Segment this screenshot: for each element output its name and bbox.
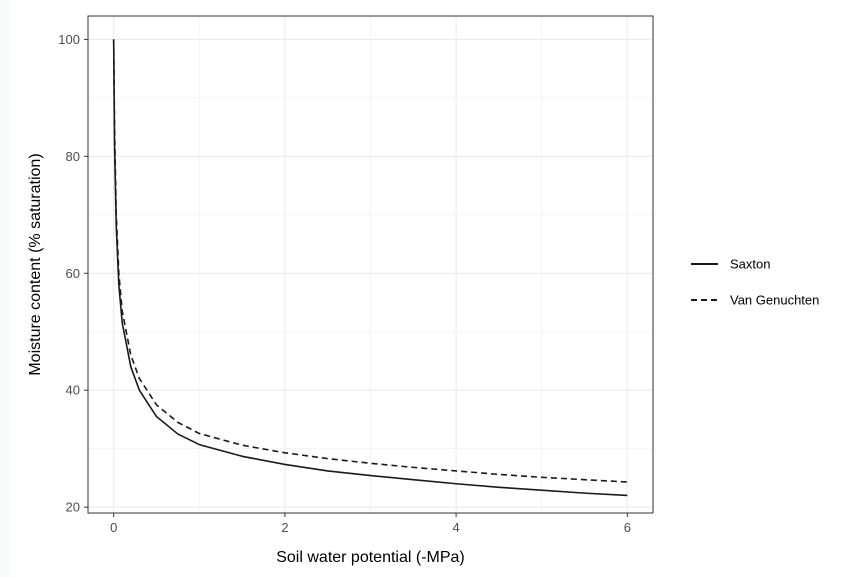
x-axis-title: Soil water potential (-MPa)	[276, 549, 465, 566]
chart-canvas: 0 2 4 6 20 40 60 80 100 Soil water potential (-…	[10, 0, 858, 577]
series-line-van-genuchten	[112, 39, 628, 483]
x-tick-label: 0	[110, 520, 117, 535]
y-tick-label: 100	[58, 32, 80, 47]
moisture-chart: 0 2 4 6 20 40 60 80 100 Soil water potential (-…	[27, 15, 819, 566]
x-axis: 0 2 4 6	[110, 513, 631, 535]
y-tick-label: 60	[66, 266, 80, 281]
y-tick-label: 80	[66, 149, 80, 164]
series-line-saxton	[112, 39, 628, 497]
x-tick-label: 6	[624, 520, 631, 535]
x-tick-label: 4	[452, 520, 459, 535]
legend: Saxton Van Genuchten	[691, 257, 819, 308]
minor-grid	[88, 16, 653, 513]
legend-label-van-genuchten: Van Genuchten	[730, 293, 819, 308]
plot-border	[87, 15, 654, 514]
y-axis-title: Moisture content (% saturation)	[27, 153, 44, 375]
y-tick-label: 20	[66, 500, 80, 515]
series-lines	[112, 39, 628, 497]
y-axis: 20 40 60 80 100	[58, 32, 88, 515]
x-tick-label: 2	[281, 520, 288, 535]
legend-label-saxton: Saxton	[730, 257, 770, 272]
y-tick-label: 40	[66, 383, 80, 398]
